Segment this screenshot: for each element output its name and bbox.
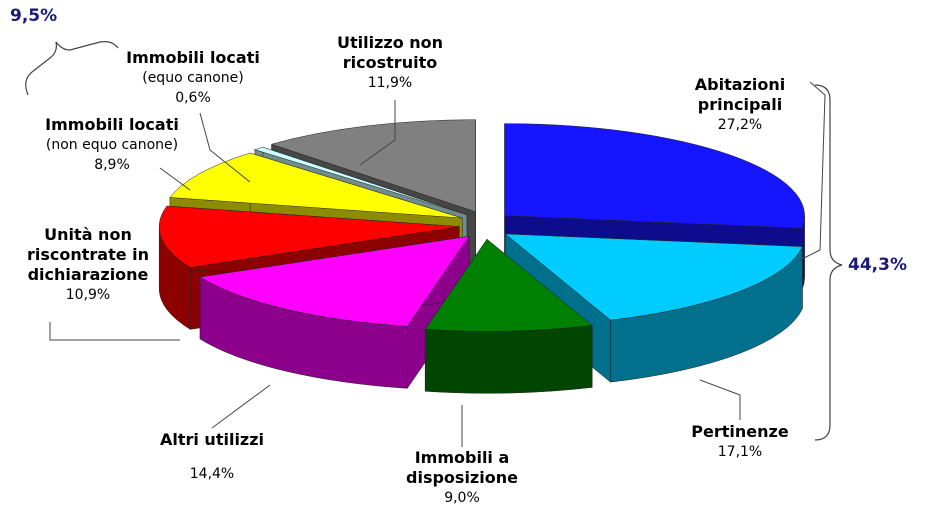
leader-line — [211, 384, 271, 429]
category-name: Unità non riscontrate in dichiarazione — [26, 225, 150, 284]
slice-side — [424, 325, 593, 394]
slice — [158, 205, 460, 268]
leader-line — [159, 167, 191, 191]
slice-label: Immobili locati (equo canone) 0,6% — [108, 48, 278, 108]
group-brace — [814, 84, 843, 441]
slice — [270, 119, 476, 213]
leader-line — [199, 112, 251, 183]
leader-line — [359, 100, 396, 166]
slice — [504, 123, 805, 229]
value-label: 0,6% — [175, 90, 211, 106]
category-name: Immobili locati — [45, 115, 179, 134]
slice-label: Altri utilizzi 14,4% — [137, 430, 287, 484]
slice-label: Utilizzo non ricostruito 11,9% — [305, 33, 475, 93]
value-label: 14,4% — [189, 466, 235, 482]
slice — [199, 235, 470, 327]
slice — [424, 238, 593, 332]
slice-label: Abitazioni principali 27,2% — [670, 75, 810, 135]
slice — [253, 146, 468, 215]
value-label: 9,0% — [444, 490, 480, 506]
category-name: Pertinenze — [691, 422, 789, 441]
slice-label: Immobili a disposizione 9,0% — [387, 448, 537, 508]
category-subtitle: (non equo canone) — [45, 137, 179, 153]
value-label: 17,1% — [717, 444, 763, 460]
category-name: Immobili a disposizione — [406, 448, 518, 487]
value-label: 27,2% — [717, 117, 763, 133]
category-name: Immobili locati — [126, 48, 260, 67]
leader-line — [699, 379, 741, 420]
value-label: 8,9% — [94, 157, 130, 173]
slice — [169, 152, 463, 219]
category-name: Utilizzo non ricostruito — [336, 33, 444, 72]
value-label: 10,9% — [65, 287, 111, 303]
category-name: Abitazioni principali — [694, 75, 786, 114]
group-label: 44,3% — [848, 255, 907, 275]
leader-line — [49, 322, 180, 341]
slice-label: Immobili locati (non equo canone) 8,9% — [12, 115, 212, 175]
slice — [504, 233, 803, 321]
category-name: Altri utilizzi — [159, 430, 265, 449]
group-brace — [25, 41, 119, 96]
group-label: 9,5% — [10, 6, 58, 26]
value-label: 11,9% — [367, 75, 413, 91]
slice-label: Unità non riscontrate in dichiarazione 10… — [0, 225, 178, 305]
category-subtitle: (equo canone) — [142, 70, 244, 86]
leader-line — [799, 81, 826, 261]
slice-label: Pertinenze 17,1% — [670, 422, 810, 462]
